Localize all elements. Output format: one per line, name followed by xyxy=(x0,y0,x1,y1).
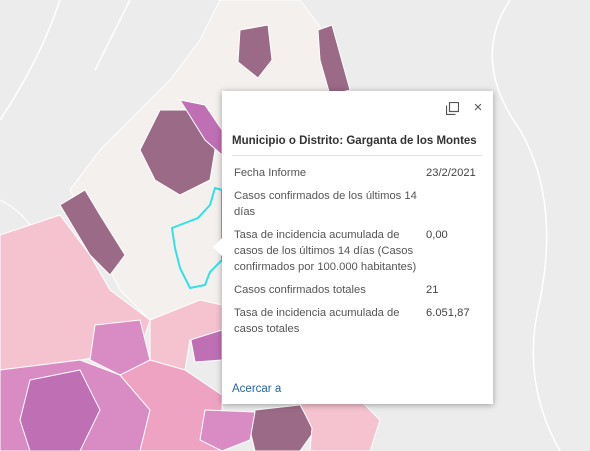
map-road-line xyxy=(94,0,131,71)
attribute-value: 6.051,87 xyxy=(426,307,470,319)
attribute-label: Fecha Informe xyxy=(234,167,307,179)
map-region-dark-mauve[interactable] xyxy=(237,24,273,79)
attribute-row: Casos confirmados totales 21 xyxy=(232,280,484,303)
title-divider xyxy=(232,155,482,156)
map-region-purple[interactable] xyxy=(19,369,101,451)
map-road-line xyxy=(0,0,61,121)
popup-title: Municipio o Distrito: Garganta de los Mo… xyxy=(232,135,477,147)
maximize-icon[interactable] xyxy=(443,99,461,117)
attribute-row: Tasa de incidencia acumulada de casos to… xyxy=(232,303,484,342)
attribute-label: Casos confirmados totales xyxy=(234,284,366,296)
maximize-icon-glyph xyxy=(445,101,459,115)
attribute-value: 23/2/2021 xyxy=(426,167,476,179)
map-region-magenta[interactable] xyxy=(89,319,151,376)
attribute-row: Fecha Informe 23/2/2021 xyxy=(232,163,484,186)
close-icon[interactable]: × xyxy=(473,99,483,116)
popup-pointer xyxy=(213,238,222,256)
attribute-row: Tasa de incidencia acumulada de casos de… xyxy=(232,225,484,280)
attribute-label: Tasa de incidencia acumulada de casos de… xyxy=(234,229,417,273)
popup-header: × xyxy=(222,91,493,125)
map-region-pale-pink[interactable] xyxy=(299,399,381,451)
map-region-magenta[interactable] xyxy=(199,409,256,451)
attribute-value: 0,00 xyxy=(426,229,448,241)
attribute-table: Fecha Informe 23/2/2021 Casos confirmados … xyxy=(232,163,484,342)
attribute-value: 21 xyxy=(426,284,439,296)
attribute-label: Tasa de incidencia acumulada de casos to… xyxy=(234,307,400,335)
attribute-value xyxy=(424,186,484,225)
map-road-line xyxy=(491,0,561,451)
selected-municipality-outline[interactable] xyxy=(170,186,223,290)
attribute-row: Casos confirmados de los últimos 14 días xyxy=(232,186,484,225)
feature-popup: × Municipio o Distrito: Garganta de los … xyxy=(213,91,493,404)
zoom-to-link[interactable]: Acercar a xyxy=(232,383,282,395)
attribute-label: Casos confirmados de los últimos 14 días xyxy=(234,190,417,218)
